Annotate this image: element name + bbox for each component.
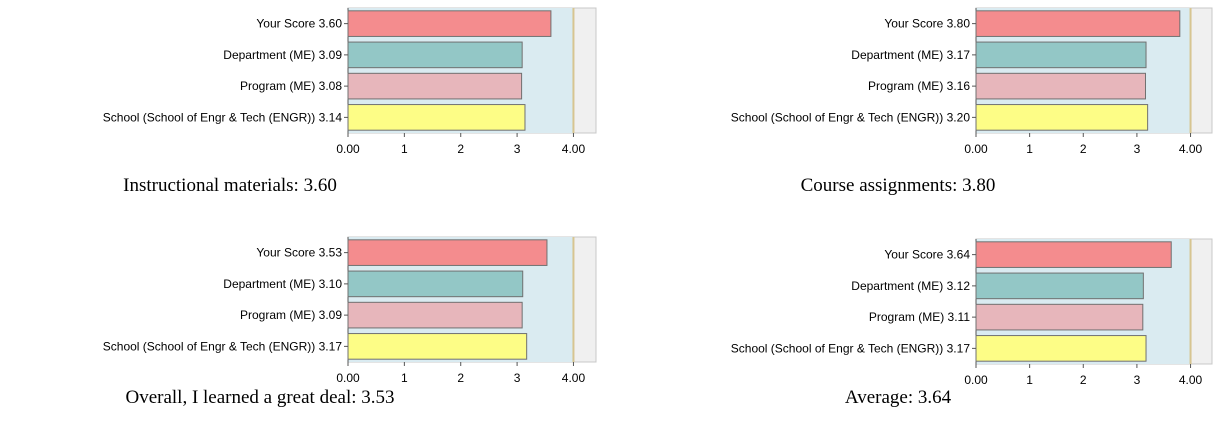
category-label: Your Score 3.60 [256, 17, 342, 31]
chart-panel-course-assignments: Your Score 3.80 Department (ME) 3.17 Progr… [608, 0, 1215, 205]
bar [975, 41, 1147, 69]
x-tick-label: 3 [514, 371, 521, 385]
category-label: Program (ME) 3.16 [868, 79, 970, 93]
x-tick-label: 4.00 [1179, 373, 1203, 387]
x-tick-label: 2 [457, 142, 464, 156]
x-tick-label: 1 [401, 371, 408, 385]
bar [347, 333, 528, 360]
bar [347, 301, 523, 329]
category-label: Program (ME) 3.11 [869, 310, 970, 324]
chart-caption: Average: 3.64 [844, 387, 952, 408]
bar-chart: Your Score 3.80 Department (ME) 3.17 Progr… [731, 7, 1213, 156]
bar [975, 335, 1147, 362]
bar-chart: Your Score 3.64 Department (ME) 3.12 Progr… [731, 238, 1213, 387]
x-tick-label: 2 [1080, 142, 1087, 156]
chart-caption: Instructional materials: 3.60 [123, 175, 337, 196]
bar [975, 72, 1146, 100]
bar [347, 10, 552, 37]
bar [975, 10, 1181, 37]
chart-panel-instructional-materials: Your Score 3.60 Department (ME) 3.09 Progr… [0, 0, 600, 205]
x-tick-label: 0.00 [336, 142, 360, 156]
category-label: School (School of Engr & Tech (ENGR)) 3.… [731, 341, 971, 355]
chart-panel-overall-learned: Your Score 3.53 Department (ME) 3.10 Progr… [0, 232, 600, 425]
bar-chart: Your Score 3.53 Department (ME) 3.10 Progr… [103, 236, 597, 385]
x-tick-label: 0.00 [964, 373, 988, 387]
category-label: Your Score 3.64 [884, 248, 970, 262]
bar [347, 239, 548, 266]
bar [975, 303, 1144, 331]
x-tick-label: 1 [1026, 373, 1033, 387]
chart-caption: Overall, I learned a great deal: 3.53 [125, 387, 395, 408]
category-label: School (School of Engr & Tech (ENGR)) 3.… [731, 110, 971, 124]
bar [347, 41, 523, 69]
x-tick-label: 4.00 [562, 142, 586, 156]
bar [347, 104, 526, 131]
x-tick-label: 1 [1026, 142, 1033, 156]
category-label: Program (ME) 3.08 [240, 79, 342, 93]
category-label: Your Score 3.53 [256, 246, 342, 260]
chart-panel-average: Your Score 3.64 Department (ME) 3.12 Progr… [608, 232, 1215, 425]
x-tick-label: 0.00 [964, 142, 988, 156]
x-tick-label: 2 [457, 371, 464, 385]
bar [975, 104, 1149, 131]
x-tick-label: 3 [514, 142, 521, 156]
x-tick-label: 3 [1134, 373, 1141, 387]
x-tick-label: 4.00 [562, 371, 586, 385]
category-label: Program (ME) 3.09 [240, 308, 342, 322]
bar-chart: Your Score 3.60 Department (ME) 3.09 Progr… [103, 7, 597, 156]
bar [975, 241, 1172, 268]
category-label: Department (ME) 3.10 [223, 277, 342, 291]
x-tick-label: 0.00 [336, 371, 360, 385]
bar [975, 272, 1144, 300]
bar [347, 72, 523, 100]
x-tick-label: 2 [1080, 373, 1087, 387]
category-label: School (School of Engr & Tech (ENGR)) 3.… [103, 339, 343, 353]
bar [347, 270, 524, 298]
category-label: Department (ME) 3.09 [223, 48, 342, 62]
category-label: Department (ME) 3.17 [851, 48, 970, 62]
category-label: Department (ME) 3.12 [851, 279, 970, 293]
chart-caption: Course assignments: 3.80 [800, 175, 996, 196]
x-tick-label: 4.00 [1179, 142, 1203, 156]
x-tick-label: 1 [401, 142, 408, 156]
category-label: School (School of Engr & Tech (ENGR)) 3.… [103, 110, 343, 124]
category-label: Your Score 3.80 [884, 17, 970, 31]
x-tick-label: 3 [1134, 142, 1141, 156]
